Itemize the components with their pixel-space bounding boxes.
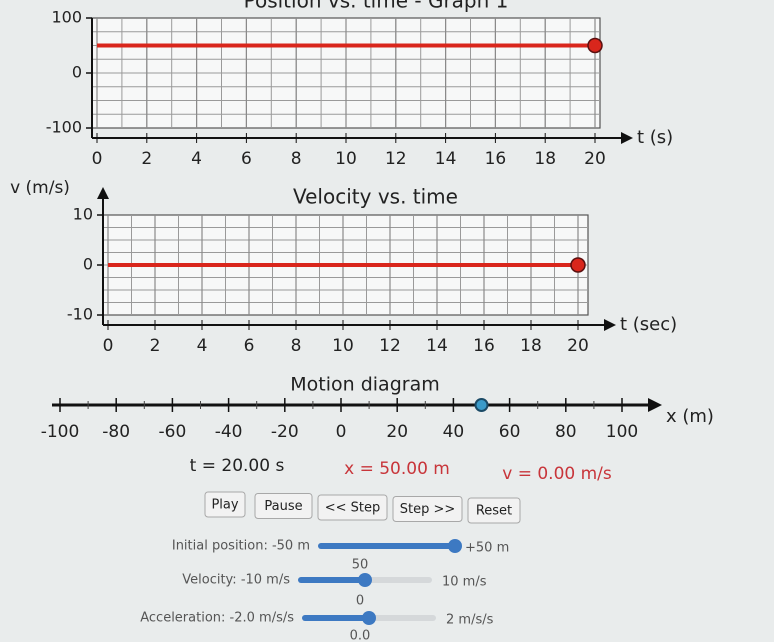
- slider-thumb[interactable]: [362, 611, 376, 625]
- chart-title: Velocity vs. time: [293, 185, 458, 209]
- status-velocity: v = 0.00 m/s: [502, 464, 612, 484]
- x-tick-label: -80: [102, 422, 130, 442]
- x-tick-label: 0: [92, 149, 103, 169]
- x-tick-label: 100: [606, 422, 638, 442]
- slider-thumb[interactable]: [358, 573, 372, 587]
- x-tick-label: 16: [485, 149, 507, 169]
- slider-fill: [298, 577, 365, 583]
- chart-title: Position vs. time - Graph 1: [244, 0, 509, 13]
- x-tick-label: 12: [385, 149, 407, 169]
- slider-min-label: Initial position: -50 m: [172, 539, 310, 554]
- slider-fill: [302, 615, 369, 621]
- y-tick-label: -100: [46, 118, 82, 137]
- x-axis-label: t (s): [637, 127, 673, 148]
- slider-max-label: +50 m: [465, 541, 509, 556]
- x-tick-label: 14: [426, 336, 448, 356]
- button[interactable]: Play: [204, 491, 246, 518]
- x-tick-label: 20: [386, 422, 408, 442]
- button-label[interactable]: Reset: [476, 504, 512, 519]
- y-tick-label: -10: [67, 305, 93, 324]
- y-axis-label: v (m/s): [10, 178, 70, 198]
- end-point: [570, 257, 586, 273]
- button-face[interactable]: [467, 497, 521, 524]
- x-tick-label: 16: [473, 336, 495, 356]
- slider-fill: [318, 543, 455, 549]
- button-face[interactable]: [392, 496, 463, 522]
- button-face[interactable]: [204, 491, 246, 518]
- slider-min-label: Velocity: -10 m/s: [182, 573, 290, 588]
- button-label[interactable]: Step >>: [400, 502, 456, 517]
- x-tick-label: 40: [443, 422, 465, 442]
- y-axis-arrow: [97, 187, 109, 199]
- x-tick-label: 18: [520, 336, 542, 356]
- slider-min-label: Acceleration: -2.0 m/s/s: [140, 611, 294, 626]
- x-axis-label: t (sec): [620, 314, 677, 335]
- x-tick-label: 6: [244, 336, 255, 356]
- x-tick-label: 8: [291, 149, 302, 169]
- x-tick-label: 10: [332, 336, 354, 356]
- button[interactable]: Step >>: [392, 496, 463, 522]
- x-tick-label: 0: [103, 336, 114, 356]
- x-tick-label: 0: [336, 422, 347, 442]
- button[interactable]: << Step: [317, 494, 388, 521]
- x-tick-label: 80: [555, 422, 577, 442]
- x-tick-label: -20: [271, 422, 299, 442]
- y-tick-label: 100: [51, 8, 82, 27]
- x-tick-label: -40: [215, 422, 243, 442]
- y-tick-label: 0: [72, 63, 82, 82]
- status-time: t = 20.00 s: [190, 456, 285, 476]
- x-tick-label: 6: [241, 149, 252, 169]
- x-tick-label: 12: [379, 336, 401, 356]
- status-position: x = 50.00 m: [344, 459, 450, 479]
- x-tick-label: 20: [567, 336, 589, 356]
- x-tick-label: 4: [191, 149, 202, 169]
- x-tick-label: 14: [435, 149, 457, 169]
- x-tick-label: 4: [197, 336, 208, 356]
- x-tick-label: 20: [584, 149, 606, 169]
- x-tick-label: 2: [141, 149, 152, 169]
- slider-max-label: 2 m/s/s: [446, 613, 494, 628]
- chart-title: Motion diagram: [290, 374, 439, 396]
- button-label[interactable]: Pause: [264, 499, 302, 514]
- slider-value: 50: [352, 558, 369, 573]
- slider-value: 0: [356, 594, 364, 609]
- button-face[interactable]: [254, 493, 313, 519]
- x-tick-label: 2: [150, 336, 161, 356]
- x-tick-label: 60: [499, 422, 521, 442]
- y-tick-label: 0: [83, 255, 93, 274]
- button[interactable]: Pause: [254, 493, 313, 519]
- button-label[interactable]: Play: [211, 498, 238, 513]
- y-tick-label: 10: [73, 205, 93, 224]
- x-axis-arrow: [621, 132, 633, 144]
- x-tick-label: -60: [159, 422, 187, 442]
- slider-max-label: 10 m/s: [442, 575, 487, 590]
- position-marker: [474, 398, 489, 412]
- slider-value: 0.0: [350, 629, 371, 642]
- button-face[interactable]: [317, 494, 388, 521]
- x-tick-label: 10: [335, 149, 357, 169]
- slider-thumb[interactable]: [448, 539, 462, 553]
- x-tick-label: 8: [291, 336, 302, 356]
- x-axis-label: x (m): [666, 406, 714, 427]
- button[interactable]: Reset: [467, 497, 521, 524]
- x-tick-label: -100: [41, 422, 80, 442]
- number-line-arrow: [648, 398, 662, 412]
- x-axis-arrow: [604, 319, 616, 331]
- end-point: [587, 37, 603, 54]
- button-label[interactable]: << Step: [325, 501, 381, 516]
- x-tick-label: 18: [534, 149, 556, 169]
